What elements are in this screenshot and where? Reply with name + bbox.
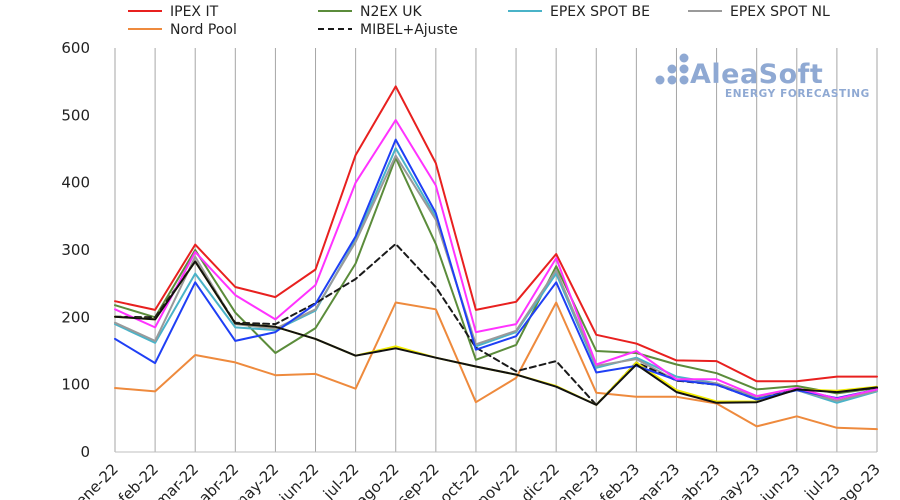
y-tick-200: 200 bbox=[61, 308, 90, 326]
series-line-n2ex-uk bbox=[114, 156, 878, 395]
legend-label-nord-pool: Nord Pool bbox=[170, 22, 237, 38]
series-line-ipex-it bbox=[114, 85, 878, 383]
legend-label-ipex-it: IPEX IT bbox=[170, 4, 219, 20]
series-line-epex-spot-be bbox=[114, 147, 878, 404]
y-tick-500: 500 bbox=[61, 106, 90, 124]
series-line-unlabeled-8 bbox=[114, 119, 878, 400]
y-tick-600: 600 bbox=[61, 39, 90, 57]
y-tick-400: 400 bbox=[61, 174, 90, 192]
series-lines bbox=[114, 85, 878, 431]
series-line-epex-spot-nl bbox=[114, 154, 878, 402]
x-tick-ago-23: ago-23 bbox=[834, 460, 884, 500]
aleasoft-logo: AleaSoft ENERGY FORECASTING bbox=[655, 53, 870, 100]
legend-label-epex-spot-be: EPEX SPOT BE bbox=[550, 4, 650, 20]
x-tick-may-23: may-23 bbox=[711, 460, 764, 500]
x-tick-jun-22: jun-22 bbox=[275, 460, 322, 500]
series-line-nord-pool bbox=[114, 301, 878, 431]
x-tick-jun-23: jun-23 bbox=[756, 460, 803, 500]
y-tick-labels: 0 100 200 300 400 500 600 bbox=[61, 39, 90, 461]
series-line-unlabeled-9 bbox=[114, 260, 878, 406]
y-tick-100: 100 bbox=[61, 376, 90, 394]
x-tick-nov-22: nov-22 bbox=[474, 460, 523, 500]
logo-dots-icon bbox=[655, 53, 689, 85]
logo-name: AleaSoft bbox=[690, 59, 823, 90]
y-tick-0: 0 bbox=[80, 443, 90, 461]
legend-label-n2ex-uk: N2EX UK bbox=[360, 4, 423, 20]
x-tick-may-22: may-22 bbox=[229, 460, 282, 500]
x-tick-labels: ene-22feb-22mar-22abr-22may-22jun-22jul-… bbox=[72, 460, 884, 500]
y-tick-300: 300 bbox=[61, 241, 90, 259]
legend: IPEX IT N2EX UK EPEX SPOT BE EPEX SPOT NL No… bbox=[128, 4, 830, 38]
logo-tagline: ENERGY FORECASTING bbox=[725, 88, 870, 100]
legend-label-mibel-ajuste: MIBEL+Ajuste bbox=[360, 22, 458, 38]
legend-label-epex-spot-nl: EPEX SPOT NL bbox=[730, 4, 830, 20]
vertical-gridlines bbox=[114, 48, 878, 452]
series-line-unlabeled-7 bbox=[114, 138, 878, 401]
